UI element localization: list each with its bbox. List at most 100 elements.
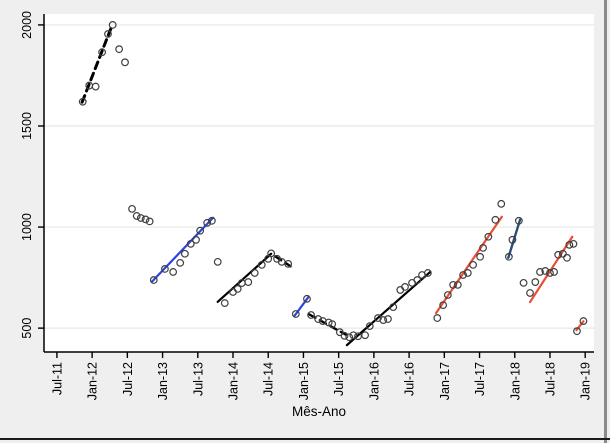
- data-point: [145, 217, 154, 226]
- axes: 500 1000 1500 2000 Jul-11 Jan-12 Jul-12 Jan-13 J…: [20, 11, 594, 400]
- data-point: [443, 291, 452, 299]
- window-bottom-border: [0, 438, 610, 440]
- data-point: [565, 240, 574, 249]
- data-point: [413, 276, 422, 284]
- x-tick-label: Jul-11: [50, 362, 64, 395]
- data-point: [257, 260, 266, 269]
- data-point: [484, 232, 493, 241]
- data-point: [244, 278, 253, 286]
- data-point: [207, 216, 216, 225]
- data-point: [169, 268, 178, 276]
- data-point: [115, 45, 124, 54]
- data-point: [449, 280, 458, 289]
- data-point: [250, 269, 259, 277]
- x-tick-label: Jan-18: [508, 362, 522, 400]
- trend-line: [80, 22, 115, 104]
- data-point: [104, 30, 112, 38]
- data-point: [303, 294, 311, 303]
- x-tick-label: Jan-17: [438, 362, 452, 400]
- data-point: [78, 97, 87, 106]
- x-tick-label: Jan-16: [367, 362, 381, 400]
- data-point: [497, 199, 506, 208]
- data-point: [324, 318, 333, 327]
- data-point: [186, 239, 195, 248]
- data-point: [519, 278, 528, 287]
- data-point: [558, 249, 567, 258]
- data-point: [196, 226, 205, 235]
- data-point: [161, 265, 169, 273]
- data-point: [267, 249, 276, 258]
- y-tick-label: 500: [20, 318, 34, 339]
- data-point: [379, 316, 388, 324]
- data-point: [389, 303, 398, 312]
- x-tick-label: Jan-12: [86, 362, 100, 400]
- data-point: [180, 249, 189, 258]
- data-point: [546, 269, 554, 277]
- data-point: [453, 280, 462, 289]
- x-tick-label: Jan-14: [227, 362, 241, 400]
- data-point: [374, 314, 382, 322]
- data-point: [176, 258, 185, 267]
- data-point: [98, 48, 107, 57]
- plot-area: [44, 14, 594, 352]
- x-tick-label: Jan-13: [156, 362, 170, 400]
- data-point: [563, 253, 571, 262]
- data-point: [121, 58, 129, 67]
- trend-line: [507, 218, 522, 259]
- data-point: [284, 259, 293, 268]
- data-point: [365, 322, 374, 331]
- y-tick-label: 1500: [20, 112, 34, 140]
- scatter-points: [78, 21, 588, 342]
- data-point: [554, 250, 563, 259]
- x-tick-label: Jul-12: [121, 362, 135, 396]
- x-tick-label: Jul-16: [403, 362, 417, 396]
- data-point: [192, 235, 200, 244]
- trend-line: [274, 255, 292, 268]
- trend-line: [345, 270, 432, 347]
- data-point: [504, 252, 513, 261]
- x-tick-label: Jul-18: [543, 362, 557, 396]
- window-right-border: [604, 0, 607, 443]
- data-point: [384, 315, 392, 323]
- data-point: [149, 276, 158, 284]
- data-point: [401, 283, 409, 291]
- y-tick-label: 1000: [20, 213, 34, 241]
- data-point: [469, 260, 477, 269]
- data-point: [459, 271, 468, 279]
- data-point: [220, 299, 229, 307]
- data-point: [541, 267, 550, 275]
- data-point: [128, 204, 136, 213]
- data-point: [476, 252, 485, 261]
- data-point: [314, 315, 323, 323]
- data-point: [439, 301, 448, 310]
- data-point: [536, 268, 544, 276]
- data-point: [514, 216, 523, 225]
- data-point: [213, 257, 222, 266]
- x-axis-title: Mês-Ano: [292, 404, 346, 419]
- data-point: [479, 243, 487, 252]
- data-point: [361, 331, 369, 340]
- data-point: [569, 239, 578, 248]
- data-point: [141, 215, 150, 224]
- data-point: [291, 310, 300, 318]
- gridlines: [44, 24, 594, 329]
- data-point: [531, 278, 540, 286]
- data-point: [132, 212, 141, 220]
- data-point: [573, 327, 581, 336]
- data-point: [203, 218, 212, 227]
- data-point: [233, 285, 242, 293]
- trend-line: [435, 215, 503, 315]
- x-tick-label: Jan-19: [579, 362, 593, 400]
- data-point: [136, 214, 145, 222]
- data-point: [91, 82, 100, 91]
- data-point: [108, 21, 117, 29]
- data-point: [328, 320, 337, 329]
- trend-line: [575, 320, 585, 332]
- x-tick-label: Jul-14: [262, 362, 276, 396]
- data-point: [463, 269, 472, 277]
- data-point: [423, 269, 432, 277]
- data-point: [550, 268, 558, 276]
- x-tick-label: Jul-15: [332, 362, 346, 396]
